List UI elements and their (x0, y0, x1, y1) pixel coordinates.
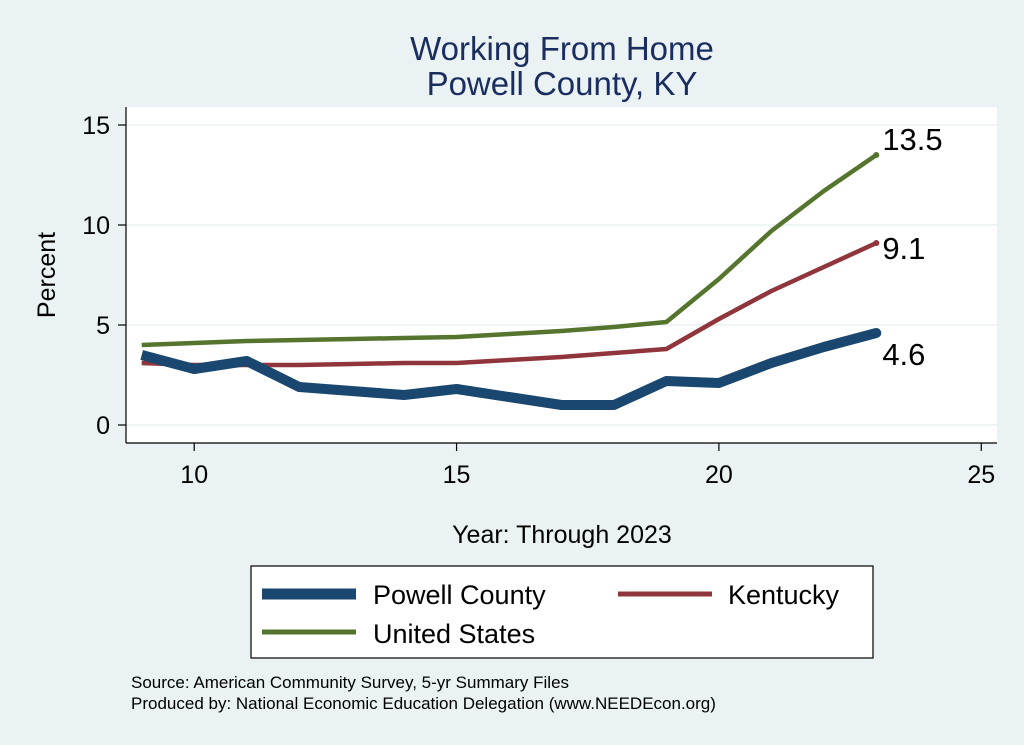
x-tick-label: 15 (443, 461, 471, 489)
x-axis-label: Year: Through 2023 (452, 521, 672, 549)
legend-label-kentucky: Kentucky (728, 580, 840, 610)
series-line-united-states (141, 153, 878, 348)
series-layer (140, 152, 882, 410)
end-labels-layer: 4.6 9.1 13.5 (882, 122, 942, 372)
x-tick-label: 25 (967, 461, 995, 489)
series-endpoint-united-states (873, 152, 880, 158)
end-label-united-states: 13.5 (882, 122, 942, 157)
legend: Powell County Kentucky United States (250, 565, 874, 659)
legend-box (250, 565, 874, 659)
chart-title: Working From Home (410, 30, 714, 67)
y-axis-label: Percent (33, 232, 61, 318)
end-label-kentucky: 9.1 (882, 231, 925, 266)
produced-note: Produced by: National Economic Education… (131, 694, 716, 713)
ticks-layer: 0 5 10 15 10 15 20 25 (82, 112, 995, 489)
series-line-powell-county (140, 328, 878, 410)
legend-label-powell-county: Powell County (373, 580, 546, 610)
x-tick-label: 20 (705, 461, 733, 489)
series-endpoint-kentucky (873, 240, 880, 246)
source-note: Source: American Community Survey, 5-yr … (131, 673, 569, 692)
legend-label-united-states: United States (373, 619, 535, 649)
y-tick-label: 0 (96, 412, 110, 440)
series-endpoint-powell-county (871, 328, 882, 338)
plot-area (126, 107, 997, 443)
axes-layer (125, 107, 997, 444)
y-tick-label: 10 (82, 212, 110, 240)
end-label-powell-county: 4.6 (882, 337, 925, 372)
y-tick-label: 15 (82, 112, 110, 140)
chart-subtitle: Powell County, KY (427, 65, 698, 102)
grid-layer (126, 124, 997, 426)
x-tick-label: 10 (180, 461, 208, 489)
y-tick-label: 5 (96, 312, 110, 340)
